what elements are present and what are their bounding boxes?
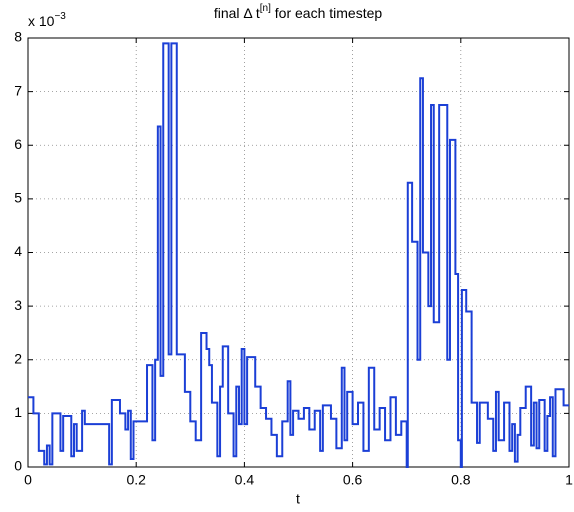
y-tick-label: 6: [14, 136, 22, 152]
y-tick-label: 7: [14, 82, 22, 98]
y-tick-label: 5: [14, 190, 22, 206]
y-tick-label: 3: [14, 297, 22, 313]
chart-title: final Δ t[n] for each timestep: [214, 3, 383, 21]
axis-multiplier: x 10−3: [28, 11, 66, 29]
y-tick-label: 4: [14, 243, 22, 259]
x-tick-label: 1: [565, 472, 573, 488]
x-tick-label: 0.8: [451, 472, 471, 488]
x-tick-label: 0.6: [343, 472, 363, 488]
y-tick-label: 0: [14, 458, 22, 474]
y-tick-label: 1: [14, 404, 22, 420]
y-tick-label: 2: [14, 350, 22, 366]
y-tick-label: 8: [14, 29, 22, 45]
x-tick-label: 0.4: [235, 472, 255, 488]
plot-frame: [27, 37, 570, 468]
x-tick-label: 0: [24, 472, 32, 488]
x-axis-label: t: [296, 491, 300, 507]
data-line: [28, 42, 569, 468]
x-tick-label: 0.2: [126, 472, 146, 488]
